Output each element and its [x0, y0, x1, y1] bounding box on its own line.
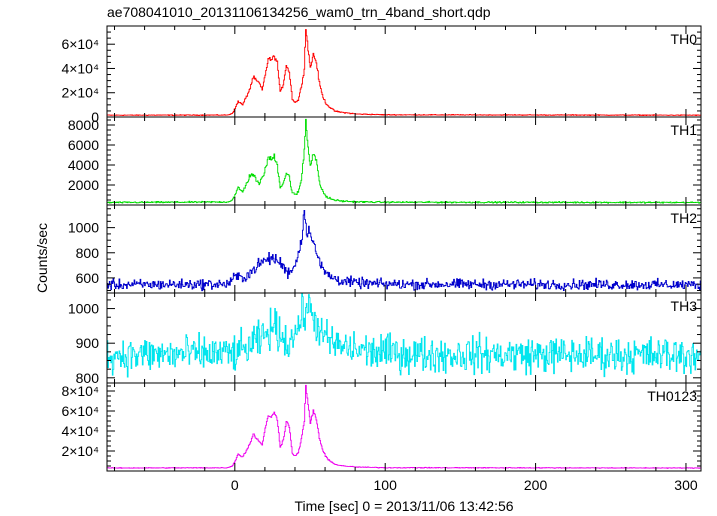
series-th1-line — [107, 118, 701, 204]
y-tick-label: 8000 — [68, 117, 99, 133]
y-tick-label: 1000 — [68, 301, 99, 317]
y-tick-label: 6000 — [68, 137, 99, 153]
y-tick-label: 800 — [76, 245, 100, 261]
y-tick-label: 6×10⁴ — [61, 36, 99, 52]
panel-th3: 800 900 1000 TH3 — [68, 292, 702, 386]
y-tick-label: 900 — [76, 335, 100, 351]
panel-frame — [106, 25, 702, 118]
panel-frame — [106, 292, 702, 384]
y-tick-label: 2000 — [68, 177, 99, 193]
panel-th0: 0 2×10⁴ 4×10⁴ 6×10⁴ TH0 — [61, 25, 702, 125]
panel-frame — [106, 382, 702, 472]
y-tick-label: 8×10⁴ — [61, 383, 99, 399]
series-th2-line — [107, 210, 701, 292]
panel-label-th1: TH1 — [671, 122, 698, 138]
y-tick-label: 800 — [76, 370, 100, 386]
y-tick-label: 2×10⁴ — [61, 443, 99, 459]
series-th0123-line — [107, 384, 701, 469]
panel-label-th3: TH3 — [671, 298, 698, 314]
panel-label-th0: TH0 — [671, 31, 698, 47]
y-tick-label: 4000 — [68, 157, 99, 173]
x-tick-label: 300 — [674, 477, 698, 493]
series-th0-line — [107, 29, 701, 117]
panel-th2: 600 800 1000 TH2 — [68, 204, 702, 294]
panel-th0123: 2×10⁴ 4×10⁴ 6×10⁴ 8×10⁴ TH0123 — [61, 382, 702, 472]
y-tick-label: 0 — [91, 109, 99, 125]
panel-label-th2: TH2 — [671, 210, 698, 226]
x-tick-label: 0 — [231, 477, 239, 493]
y-tick-label: 600 — [76, 270, 100, 286]
chart-title: ae708041010_20131106134256_wam0_trn_4ban… — [107, 4, 491, 20]
panel-frame — [106, 116, 702, 206]
x-tick-label: 200 — [524, 477, 548, 493]
x-tick-label: 100 — [374, 477, 398, 493]
y-tick-label: 1000 — [68, 220, 99, 236]
panel-th1: 2000 4000 6000 8000 TH1 — [68, 116, 702, 206]
series-th3-line — [107, 293, 701, 378]
x-axis: 0 100 200 300 — [231, 477, 698, 493]
y-tick-label: 4×10⁴ — [61, 60, 99, 76]
y-tick-label: 6×10⁴ — [61, 403, 99, 419]
panels-group: 0 2×10⁴ 4×10⁴ 6×10⁴ TH0 2000 4000 6000 8000 TH1 60… — [61, 25, 702, 472]
x-axis-label: Time [sec] 0 = 2013/11/06 13:42:56 — [294, 498, 513, 514]
panel-label-th0123: TH0123 — [647, 388, 697, 404]
y-axis-label: Counts/sec — [34, 223, 50, 293]
y-tick-label: 4×10⁴ — [61, 423, 99, 439]
y-tick-label: 2×10⁴ — [61, 85, 99, 101]
panel-frame — [106, 204, 702, 294]
